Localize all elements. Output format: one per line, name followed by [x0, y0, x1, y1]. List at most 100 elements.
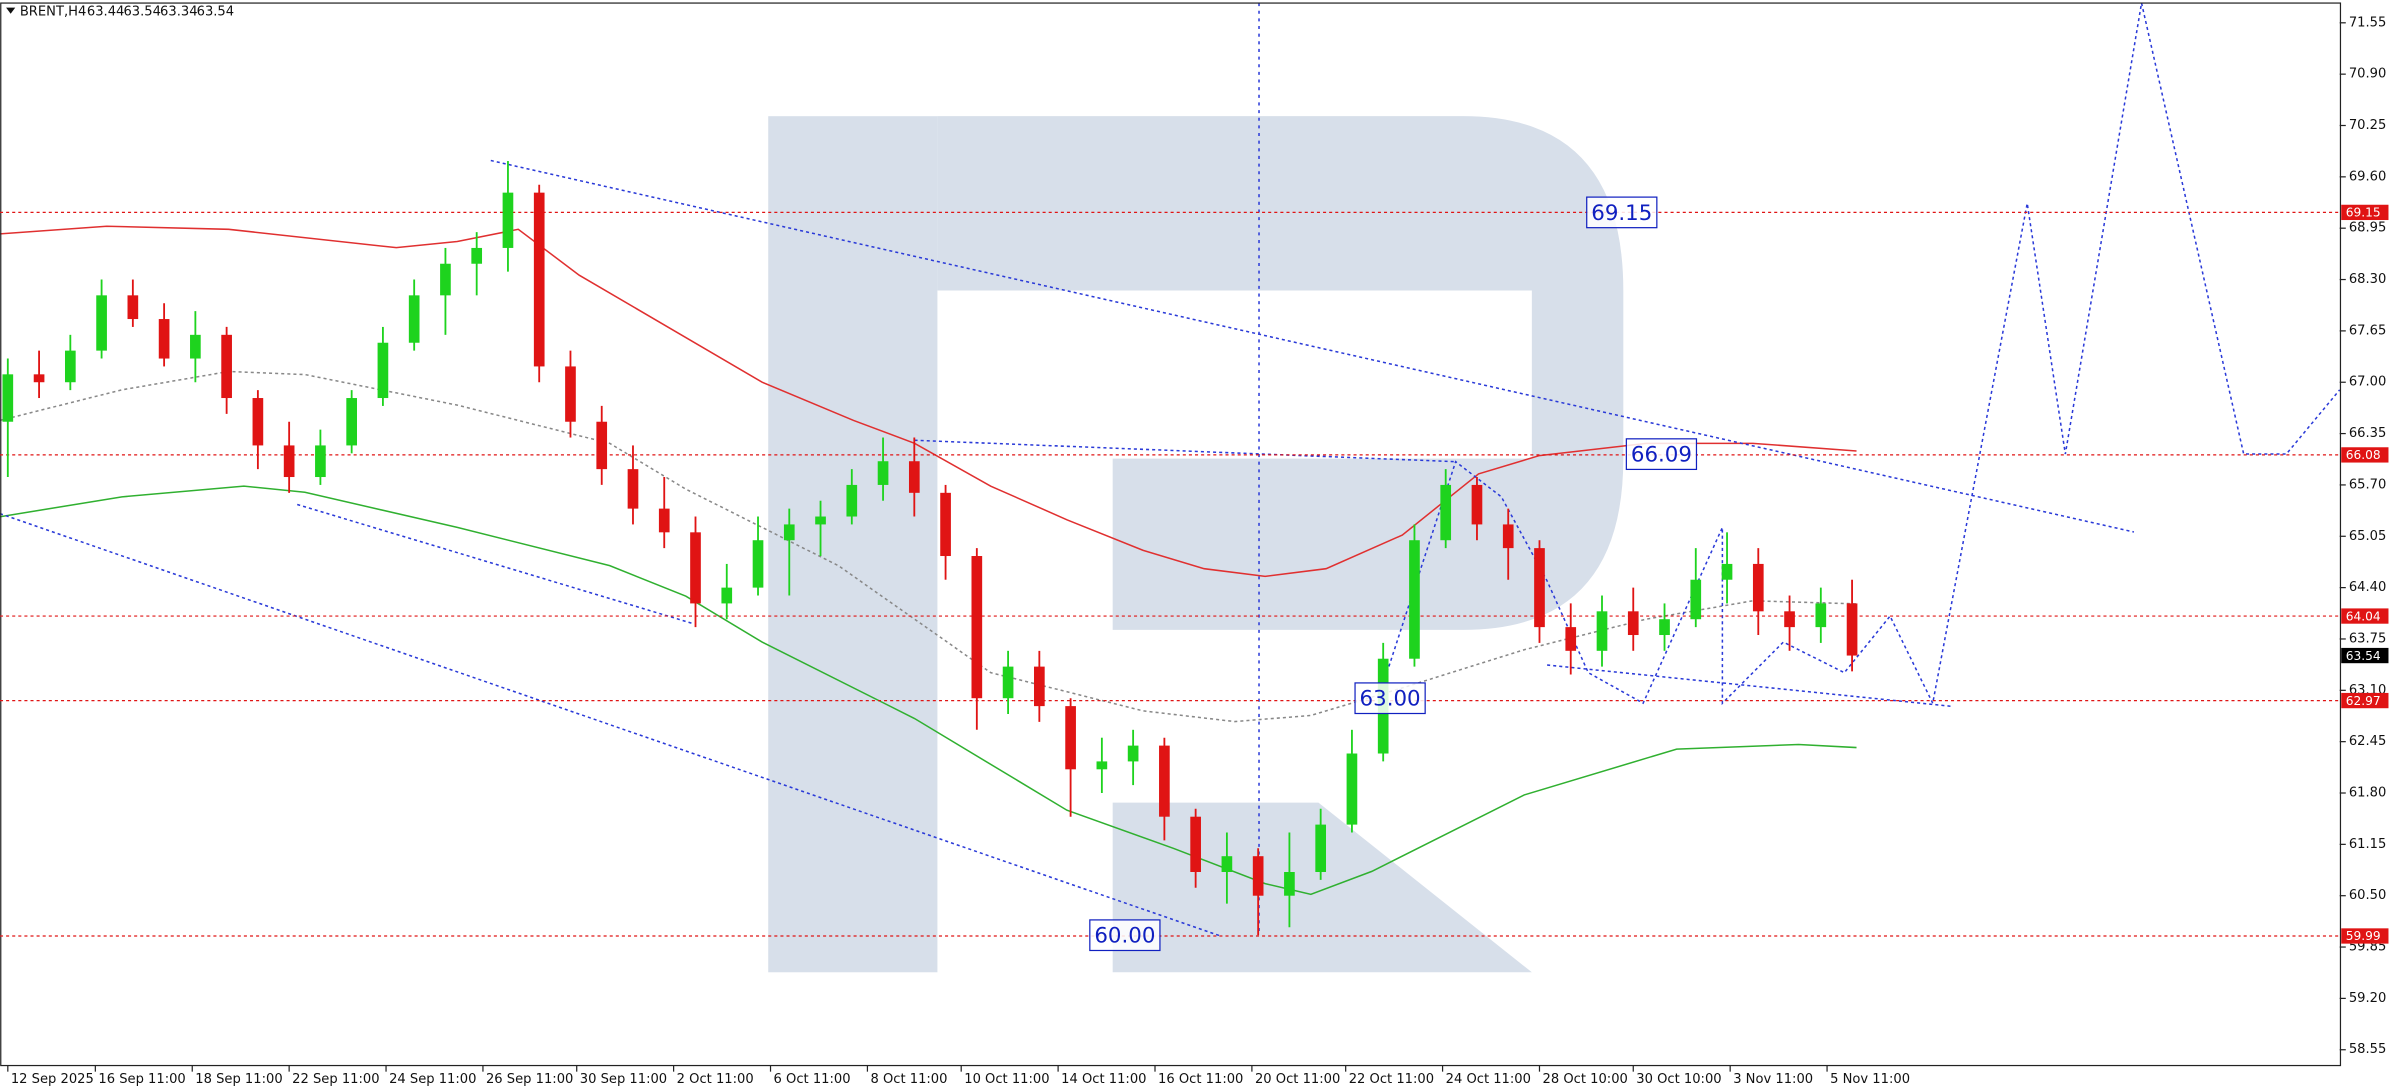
candle-body [596, 421, 608, 470]
logo-leg [1112, 802, 1532, 973]
candle-body [1815, 603, 1827, 628]
x-tick-label: 14 Oct 11:00 [1061, 1072, 1146, 1087]
candle-body [1596, 611, 1608, 651]
candle-body [1221, 856, 1233, 873]
candle-body [1409, 540, 1420, 659]
candle-body [627, 469, 639, 509]
logo-stem [768, 116, 938, 973]
y-tick-label: 71.55 [2349, 15, 2386, 30]
watermark-logo [768, 116, 1624, 973]
x-tick-label: 8 Oct 11:00 [870, 1072, 947, 1087]
candle-body [1096, 761, 1108, 770]
y-tick-label: 61.15 [2349, 837, 2386, 852]
y-tick-label: 69.60 [2349, 169, 2386, 184]
candle-body [1284, 872, 1295, 896]
y-tick-label: 70.90 [2349, 67, 2386, 82]
x-tick-label: 22 Sep 11:00 [292, 1072, 379, 1087]
plot-frame [0, 2, 2342, 1067]
candle-body [283, 445, 295, 478]
candle-body [690, 532, 701, 604]
x-tick-label: 16 Oct 11:00 [1158, 1072, 1243, 1087]
y-tick-label: 65.05 [2349, 529, 2386, 544]
candle-body [1752, 563, 1764, 612]
annotation-label: 66.09 [1631, 443, 1692, 468]
x-tick-label: 26 Sep 11:00 [486, 1072, 573, 1087]
quote-value: 63.54 [197, 5, 234, 20]
x-tick-label: 10 Oct 11:00 [964, 1072, 1049, 1087]
ma-red [0, 225, 1857, 578]
last-price-label: 63.54 [2346, 649, 2381, 663]
y-tick-label: 67.00 [2349, 375, 2386, 390]
level-label-bg [2341, 447, 2389, 463]
level-label: 64.04 [2346, 609, 2381, 623]
candle-body [315, 445, 326, 478]
channel-mid [297, 503, 694, 625]
level-label-bg [2341, 608, 2389, 624]
candle-body [96, 295, 107, 351]
x-tick-label: 24 Oct 11:00 [1446, 1072, 1531, 1087]
quote-value: 63.54 [123, 5, 160, 20]
annotation-box [1354, 682, 1426, 715]
ma-mid [0, 370, 1857, 723]
candle-body [1065, 706, 1076, 770]
candle-body [190, 334, 201, 359]
candle-body [1252, 856, 1264, 896]
candle-body [565, 366, 576, 422]
candle-body [1190, 816, 1201, 873]
candle-body [971, 556, 983, 699]
x-tick-label: 30 Oct 10:00 [1636, 1072, 1721, 1087]
level-label-bg [2341, 204, 2389, 221]
y-tick-label: 59.20 [2349, 991, 2386, 1006]
candle-body [658, 508, 670, 533]
candle-body [1440, 484, 1452, 541]
candle-body [1159, 745, 1170, 817]
x-tick-label: 16 Sep 11:00 [98, 1072, 185, 1087]
annotation-box [1625, 438, 1698, 471]
level-label: 59.99 [2346, 929, 2381, 943]
symbol-title: BRENT,H4 [20, 5, 86, 20]
x-tick-label: 2 Oct 11:00 [677, 1072, 754, 1087]
x-tick-label: 6 Oct 11:00 [774, 1072, 851, 1087]
menu-arrow [6, 7, 16, 14]
candle-body [1127, 745, 1139, 762]
y-tick-label: 65.70 [2349, 477, 2386, 492]
candle-body [783, 524, 795, 541]
x-tick-label: 3 Nov 11:00 [1733, 1072, 1813, 1087]
candle-body [502, 192, 514, 248]
indicators [0, 2, 2341, 937]
level-label: 66.08 [2346, 448, 2381, 462]
level-label: 69.15 [2346, 206, 2381, 220]
annotation-box [1089, 919, 1161, 952]
x-tick-label: 20 Oct 11:00 [1255, 1072, 1340, 1087]
y-tick-label: 70.25 [2349, 118, 2386, 133]
y-tick-label: 66.35 [2349, 426, 2386, 441]
channel-low [0, 512, 1220, 937]
x-tick-label: 24 Sep 11:00 [389, 1072, 476, 1087]
candle-body [1534, 548, 1545, 628]
forecast [1378, 2, 2341, 706]
level-label: 62.97 [2346, 694, 2381, 708]
candle-body [1846, 603, 1858, 656]
candle-body [1659, 619, 1670, 636]
annotation-label: 63.00 [1360, 687, 1421, 712]
y-tick-label: 64.40 [2349, 580, 2386, 595]
candle-body [33, 374, 45, 383]
candle-body [471, 247, 483, 264]
support [1547, 664, 1952, 708]
candle-body [1502, 524, 1514, 549]
candle-body [877, 461, 889, 485]
candle-body [221, 334, 232, 399]
x-tick-label: 22 Oct 11:00 [1349, 1072, 1434, 1087]
candle-body [2, 374, 14, 422]
candle-body [533, 192, 545, 367]
candle-body [158, 319, 170, 359]
candle-body [908, 461, 920, 493]
x-tick-label: 5 Nov 11:00 [1830, 1072, 1910, 1087]
y-tick-label: 61.80 [2349, 785, 2386, 800]
candle-body [721, 587, 733, 604]
x-tick-label: 28 Oct 10:00 [1543, 1072, 1628, 1087]
candle-body [1627, 611, 1639, 636]
y-tick-label: 68.95 [2349, 221, 2386, 236]
candle-body [377, 342, 389, 399]
